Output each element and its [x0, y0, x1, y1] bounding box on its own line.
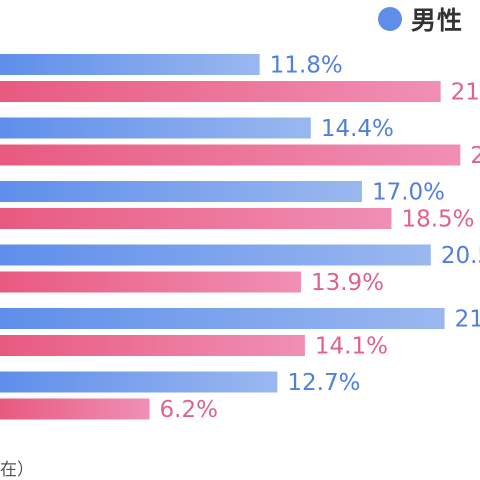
data-label-series1-row5: 21.2% [455, 307, 480, 333]
data-labels-group: 11.8% 14.4% 17.0% 20.5% 21.2% 12.7% 21.0% 22.0%… [160, 53, 480, 424]
legend-swatch-blue [378, 7, 402, 31]
bar-series1-row3 [0, 181, 362, 202]
bar-series2-row3 [0, 208, 392, 229]
bar-series1-row2 [0, 117, 311, 139]
data-label-series2-row4: 13.9% [311, 270, 384, 296]
bars-group [0, 54, 461, 420]
bar-series2-row6 [0, 398, 150, 420]
bar-series2-row1 [0, 81, 441, 102]
bar-series1-row5 [0, 308, 445, 329]
data-label-series1-row4: 20.5% [441, 243, 480, 269]
data-label-series2-row2: 22.0% [470, 143, 480, 169]
data-label-series2-row6: 6.2% [160, 397, 218, 423]
bar-series2-row2 [0, 144, 461, 166]
legend: 男性 [378, 2, 463, 36]
bar-series1-row4 [0, 244, 431, 266]
bar-series2-row5 [0, 335, 305, 356]
footnote: 在） [0, 460, 34, 480]
data-label-series1-row6: 12.7% [287, 370, 360, 396]
bar-series1-row6 [0, 371, 278, 393]
bar-series1-row1 [0, 54, 260, 75]
data-label-series2-row3: 18.5% [401, 207, 474, 233]
legend-label-male: 男性 [411, 6, 464, 35]
data-label-series2-row5: 14.1% [315, 334, 388, 360]
bar-series2-row4 [0, 271, 301, 293]
data-label-series1-row1: 11.8% [270, 53, 343, 79]
data-label-series1-row2: 14.4% [321, 116, 394, 142]
data-label-series2-row1: 21.0% [451, 80, 480, 106]
data-label-series1-row3: 17.0% [372, 180, 445, 206]
